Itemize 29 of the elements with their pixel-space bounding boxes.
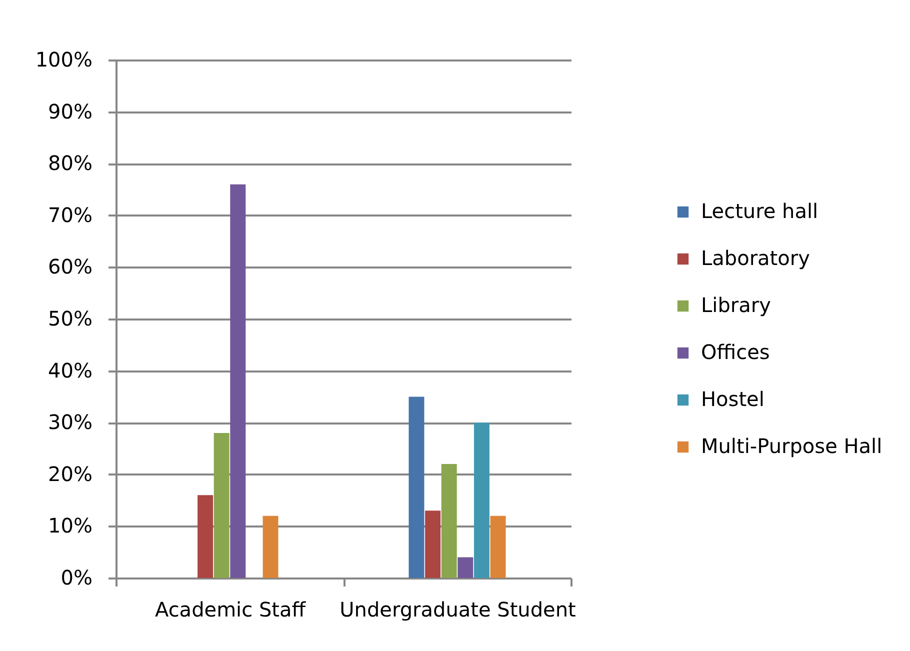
- y-tick-label: 50%: [48, 306, 92, 330]
- legend-label: Library: [701, 293, 772, 317]
- y-tick-label: 20%: [48, 462, 92, 486]
- bar: [230, 184, 246, 578]
- x-tick-label: Academic Staff: [154, 598, 307, 622]
- y-tick-label: 60%: [48, 254, 92, 279]
- legend-label: Offices: [701, 340, 770, 364]
- y-tick-label: 0%: [60, 566, 92, 590]
- y-tick-label: 100%: [35, 48, 92, 72]
- legend-label: Laboratory: [701, 246, 810, 270]
- legend-label: Hostel: [701, 387, 764, 411]
- bar: [490, 516, 506, 578]
- bar: [474, 422, 490, 578]
- bar: [425, 510, 441, 578]
- y-tick-label: 70%: [48, 202, 92, 227]
- y-tick-label: 40%: [48, 358, 92, 382]
- bar: [198, 495, 214, 578]
- bar: [214, 432, 230, 578]
- bar: [262, 516, 278, 578]
- bar: [458, 557, 474, 578]
- y-tick-label: 30%: [48, 410, 92, 434]
- y-tick-label: 90%: [48, 99, 92, 124]
- x-tick-label: Undergraduate Student: [340, 598, 576, 622]
- bar: [408, 396, 424, 578]
- y-tick-label: 80%: [48, 151, 92, 176]
- bar: [441, 464, 457, 578]
- y-tick-label: 10%: [48, 514, 92, 538]
- legend-label: Lecture hall: [701, 199, 818, 223]
- legend-label: Multi-Purpose Hall: [701, 434, 882, 458]
